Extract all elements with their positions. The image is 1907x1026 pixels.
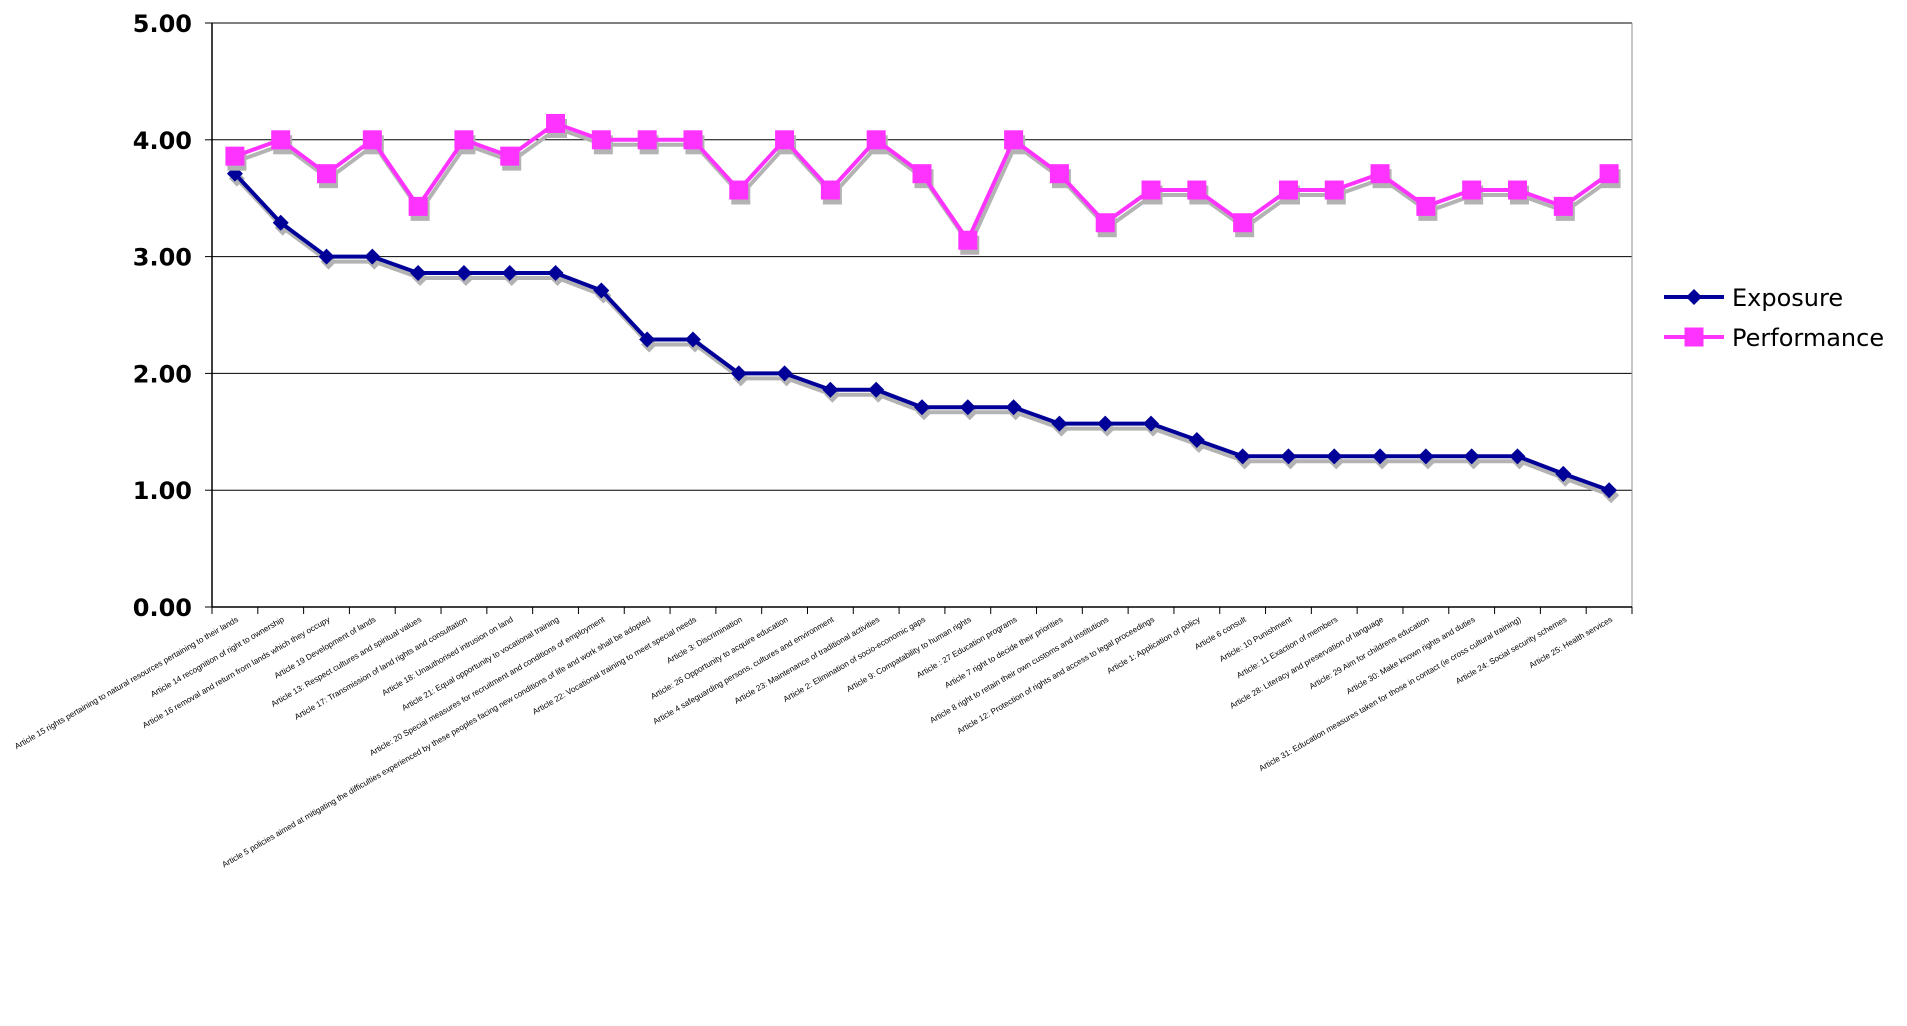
data-point <box>1324 180 1344 200</box>
data-point <box>1599 164 1619 184</box>
grid <box>212 22 1632 491</box>
y-tick-label: 3.00 <box>133 244 192 272</box>
data-point <box>1095 213 1115 233</box>
data-point <box>593 282 610 299</box>
data-point <box>317 164 337 184</box>
legend-marker <box>1686 289 1702 305</box>
data-point <box>914 399 930 416</box>
data-point <box>225 146 245 166</box>
data-point <box>958 230 978 250</box>
data-point <box>1416 196 1436 216</box>
y-tick-label: 4.00 <box>133 127 192 155</box>
data-point <box>775 130 795 150</box>
data-point <box>639 331 656 348</box>
y-axis-ticks: 0.00 1.00 2.00 3.00 4.00 5.00 <box>133 10 192 622</box>
data-point <box>868 381 885 398</box>
data-point <box>776 365 793 382</box>
y-tick-label: 2.00 <box>133 360 192 388</box>
data-point <box>1097 415 1114 432</box>
legend-marker <box>1684 327 1704 347</box>
data-point <box>683 130 703 150</box>
legend: Exposure Performance <box>1664 284 1884 352</box>
data-point <box>1555 465 1572 482</box>
data-point <box>271 130 291 150</box>
data-point <box>1280 448 1297 465</box>
data-point <box>1051 415 1068 432</box>
data-point <box>684 331 701 348</box>
data-point <box>591 130 611 150</box>
data-point <box>1143 415 1160 432</box>
data-point <box>454 130 474 150</box>
axes <box>205 22 1633 614</box>
data-point <box>408 196 428 216</box>
data-point <box>637 130 657 150</box>
legend-item-exposure: Exposure <box>1664 284 1843 312</box>
legend-label: Performance <box>1732 324 1884 352</box>
data-point <box>318 248 335 265</box>
data-point <box>1462 180 1482 200</box>
data-point <box>1187 180 1207 200</box>
data-point <box>1463 448 1480 465</box>
data-point <box>1509 448 1526 465</box>
data-point <box>364 248 381 265</box>
data-point <box>1372 448 1389 465</box>
data-point <box>820 180 840 200</box>
data-point <box>959 399 976 416</box>
data-point <box>272 214 289 231</box>
data-point <box>455 264 472 281</box>
data-point <box>1417 448 1434 465</box>
data-point <box>1278 180 1298 200</box>
data-point <box>866 130 886 150</box>
data-point <box>547 264 564 281</box>
legend-label: Exposure <box>1732 284 1843 312</box>
data-point <box>501 264 518 281</box>
data-point <box>410 264 427 281</box>
data-point <box>1507 180 1527 200</box>
data-point <box>730 365 747 382</box>
data-point <box>362 130 382 150</box>
data-point <box>546 113 566 133</box>
data-point <box>822 381 839 398</box>
data-point <box>1233 213 1253 233</box>
data-point <box>500 146 520 166</box>
data-point <box>1005 399 1022 416</box>
data-point <box>1370 164 1390 184</box>
y-tick-label: 0.00 <box>133 594 192 622</box>
data-point <box>1553 196 1573 216</box>
data-point <box>1049 164 1069 184</box>
data-point <box>1004 130 1024 150</box>
data-point <box>729 180 749 200</box>
y-tick-label: 1.00 <box>133 477 192 505</box>
data-point <box>1141 180 1161 200</box>
data-point <box>1326 448 1343 465</box>
series-exposure <box>226 165 1620 504</box>
series <box>225 113 1621 504</box>
data-point <box>912 164 932 184</box>
data-point <box>1188 431 1205 448</box>
data-point <box>1601 482 1618 499</box>
legend-item-performance: Performance <box>1664 324 1884 352</box>
data-point <box>1234 448 1251 465</box>
series-performance <box>225 113 1621 255</box>
y-tick-label: 5.00 <box>133 10 192 38</box>
